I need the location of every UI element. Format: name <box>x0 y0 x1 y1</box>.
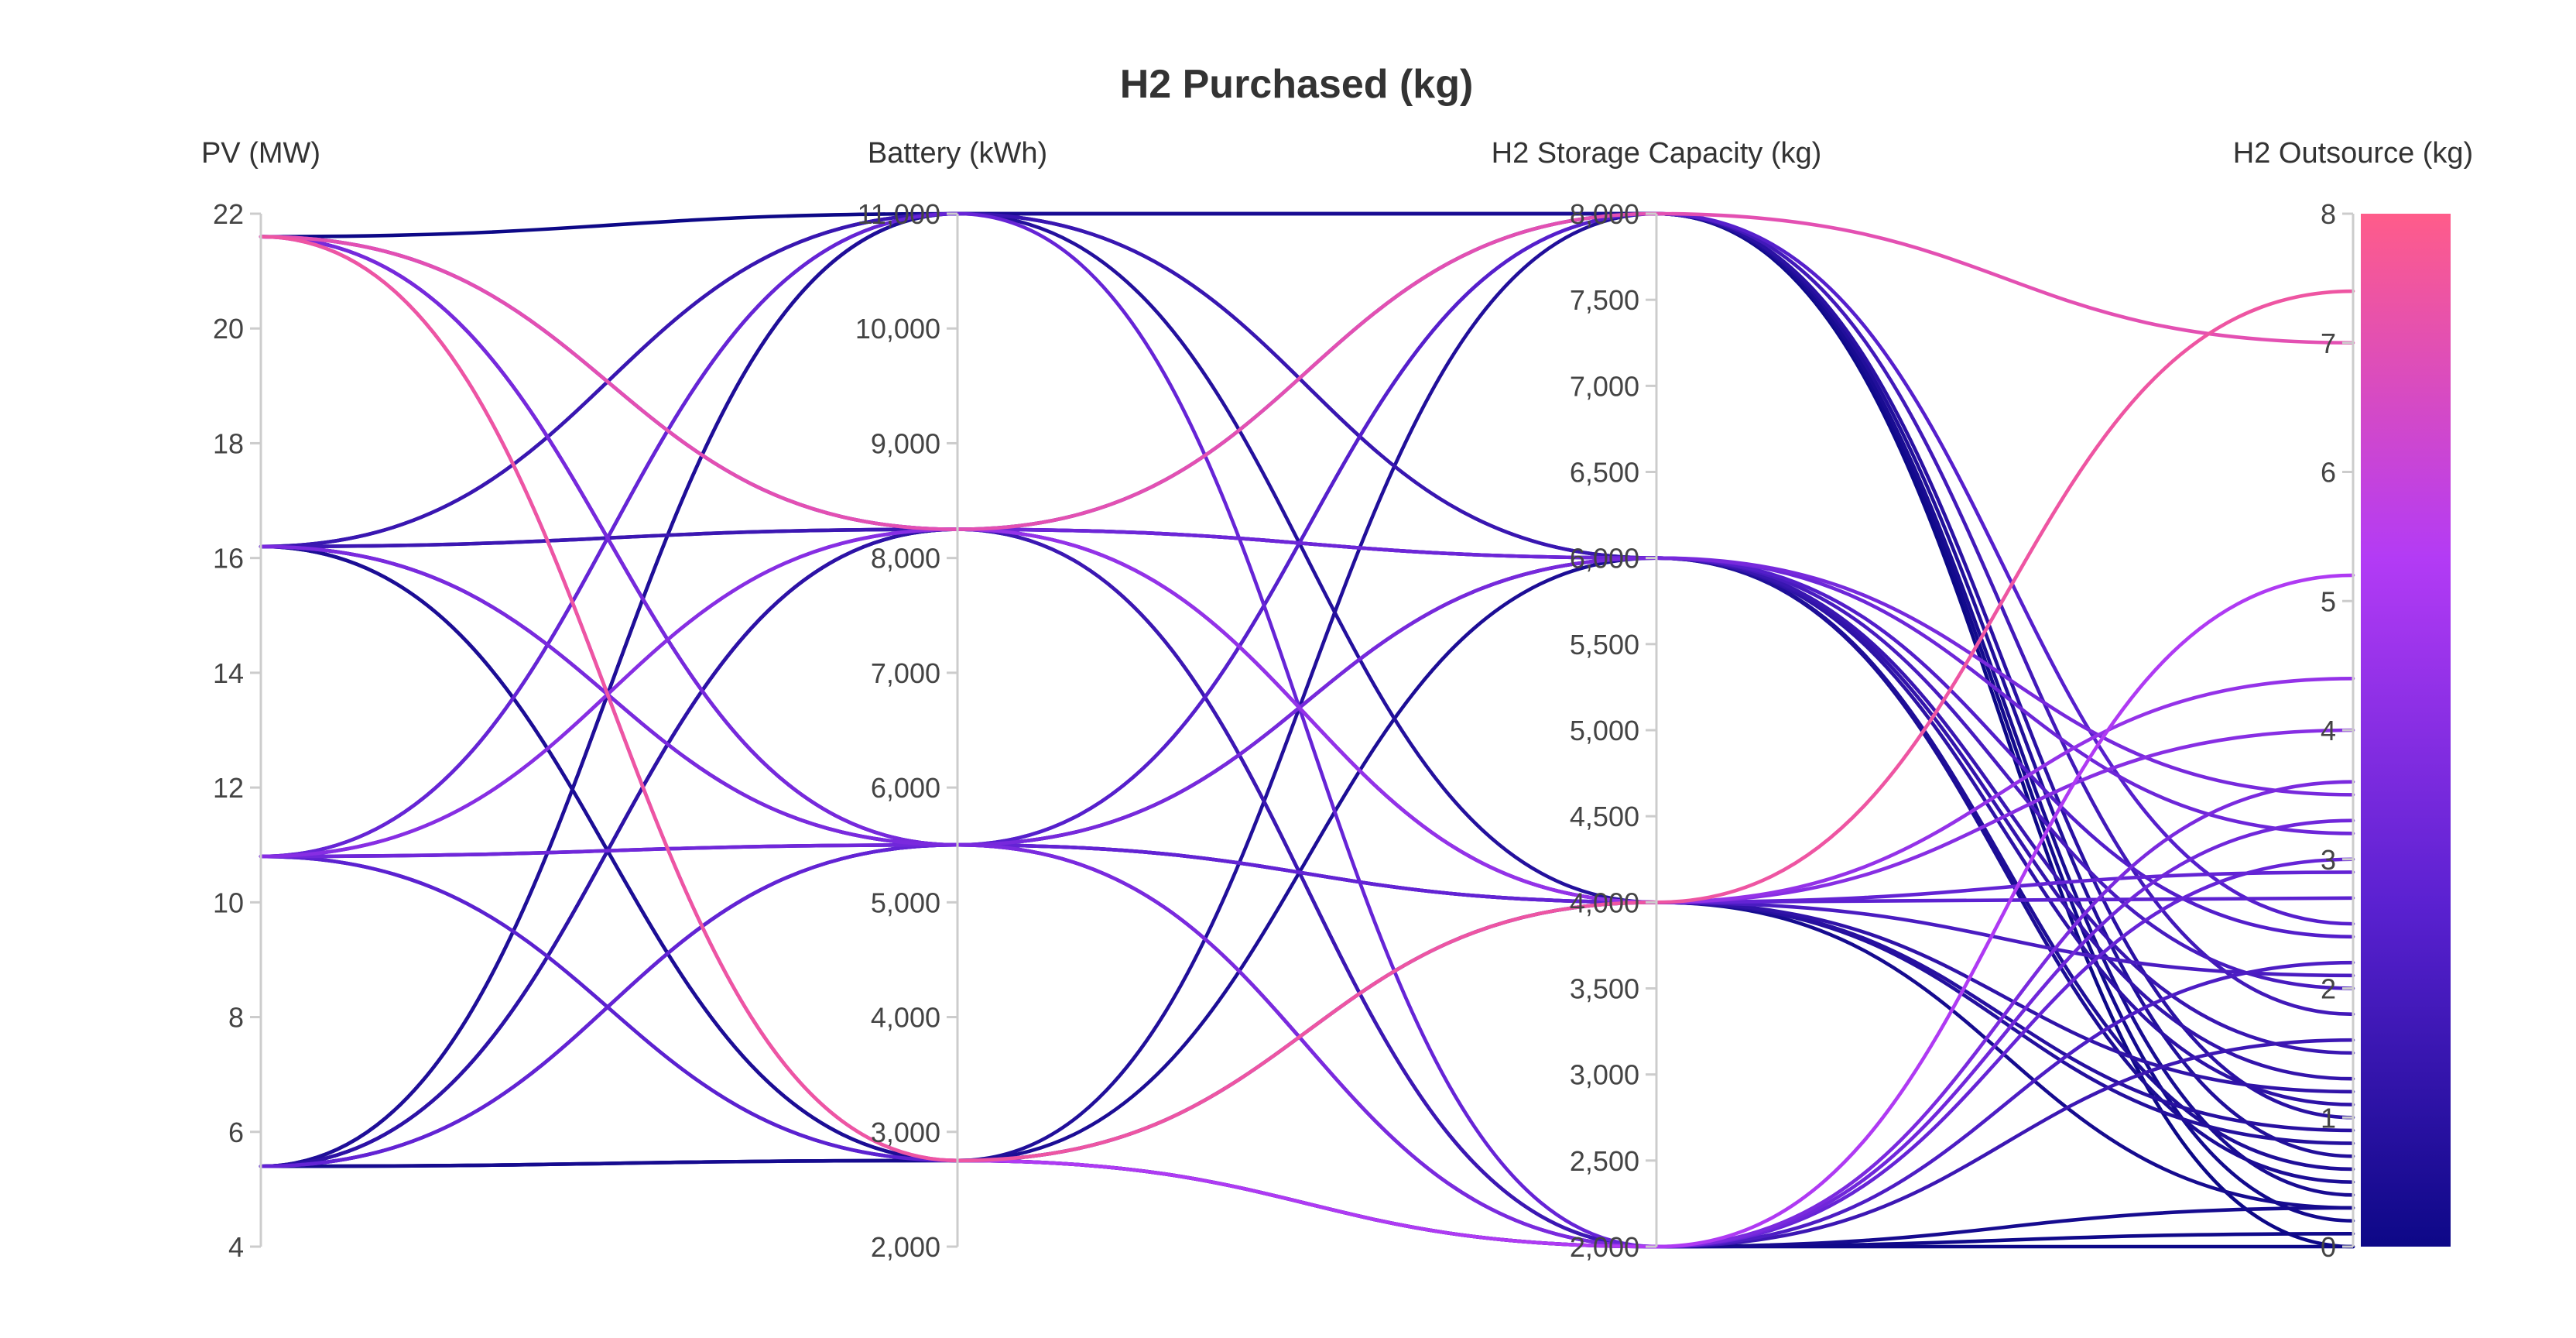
tick-label: 7,000 <box>1570 370 1639 402</box>
data-line[interactable] <box>259 235 2355 1163</box>
tick-label: 7,000 <box>871 657 940 689</box>
data-line[interactable] <box>259 854 2355 1163</box>
tick-label: 2 <box>2321 973 2336 1005</box>
tick-label: 2,500 <box>1570 1145 1639 1177</box>
axis-title: PV (MW) <box>201 137 320 170</box>
tick-label: 2,000 <box>871 1231 940 1263</box>
tick-label: 8,000 <box>871 543 940 575</box>
tick-label: 3 <box>2321 844 2336 876</box>
tick-label: 5,500 <box>1570 629 1639 660</box>
tick-label: 7,500 <box>1570 284 1639 316</box>
axis-1[interactable]: PV (MW) 4 6 8 10 12 14 16 18 20 22 <box>201 137 320 1263</box>
tick-label: 8,000 <box>1570 198 1639 230</box>
tick-label: 8 <box>2321 198 2336 230</box>
tick-label: 4,500 <box>1570 801 1639 832</box>
axis-2[interactable]: Battery (kWh) 2,000 3,000 4,000 5,000 6,000 7,… <box>855 137 1047 1263</box>
tick-label: 3,000 <box>1570 1059 1639 1091</box>
axis-title: Battery (kWh) <box>868 137 1047 170</box>
tick-label: 11,000 <box>858 198 940 230</box>
tick-label: 6,500 <box>1570 457 1639 489</box>
tick-label: 22 <box>213 198 244 230</box>
data-line[interactable] <box>259 842 2355 1168</box>
tick-label: 4,000 <box>1570 887 1639 918</box>
tick-label: 7 <box>2321 328 2336 359</box>
tick-label: 4 <box>2321 715 2336 746</box>
tick-label: 1 <box>2321 1102 2336 1134</box>
tick-label: 8 <box>228 1002 244 1034</box>
tick-label: 3,500 <box>1570 973 1639 1005</box>
tick-label: 10,000 <box>855 313 940 345</box>
axis-3[interactable]: H2 Storage Capacity (kg) 2,000 2,500 3,000 3… <box>1492 137 1822 1263</box>
tick-label: 6 <box>2321 457 2336 489</box>
chart-title: H2 Purchased (kg) <box>1120 62 1474 107</box>
axis-title: H2 Outsource (kg) <box>2233 137 2473 170</box>
data-line[interactable] <box>259 211 2355 1249</box>
tick-label: 12 <box>213 772 244 804</box>
tick-label: 6 <box>228 1117 244 1148</box>
tick-label: 2,000 <box>1570 1231 1639 1263</box>
data-line[interactable] <box>259 544 2355 1184</box>
data-line[interactable] <box>259 544 2355 1249</box>
axis-4[interactable]: H2 Outsource (kg) 0 1 2 3 4 5 6 7 8 <box>2233 137 2473 1263</box>
tick-label: 10 <box>213 887 244 918</box>
tick-label: 6,000 <box>871 772 940 804</box>
tick-label: 3,000 <box>871 1117 940 1148</box>
axis-title: H2 Storage Capacity (kg) <box>1492 137 1822 170</box>
tick-label: 5,000 <box>1570 715 1639 746</box>
tick-label: 9,000 <box>871 427 940 459</box>
data-line[interactable] <box>259 544 2355 1249</box>
data-line[interactable] <box>259 527 2355 1249</box>
data-line[interactable] <box>259 901 2355 1210</box>
tick-label: 20 <box>213 313 244 345</box>
tick-label: 6,000 <box>1570 543 1639 575</box>
colorbar <box>2361 214 2451 1247</box>
tick-label: 16 <box>213 543 244 575</box>
tick-label: 14 <box>213 657 244 689</box>
tick-label: 0 <box>2321 1231 2336 1263</box>
tick-label: 5 <box>2321 585 2336 617</box>
data-line[interactable] <box>259 235 2355 847</box>
tick-label: 4 <box>228 1231 244 1263</box>
data-line[interactable] <box>259 211 2355 1055</box>
data-line[interactable] <box>259 211 2355 531</box>
tick-label: 4,000 <box>871 1002 940 1034</box>
tick-label: 5,000 <box>871 887 940 918</box>
data-lines-layer <box>259 211 2355 1249</box>
tick-label: 18 <box>213 427 244 459</box>
